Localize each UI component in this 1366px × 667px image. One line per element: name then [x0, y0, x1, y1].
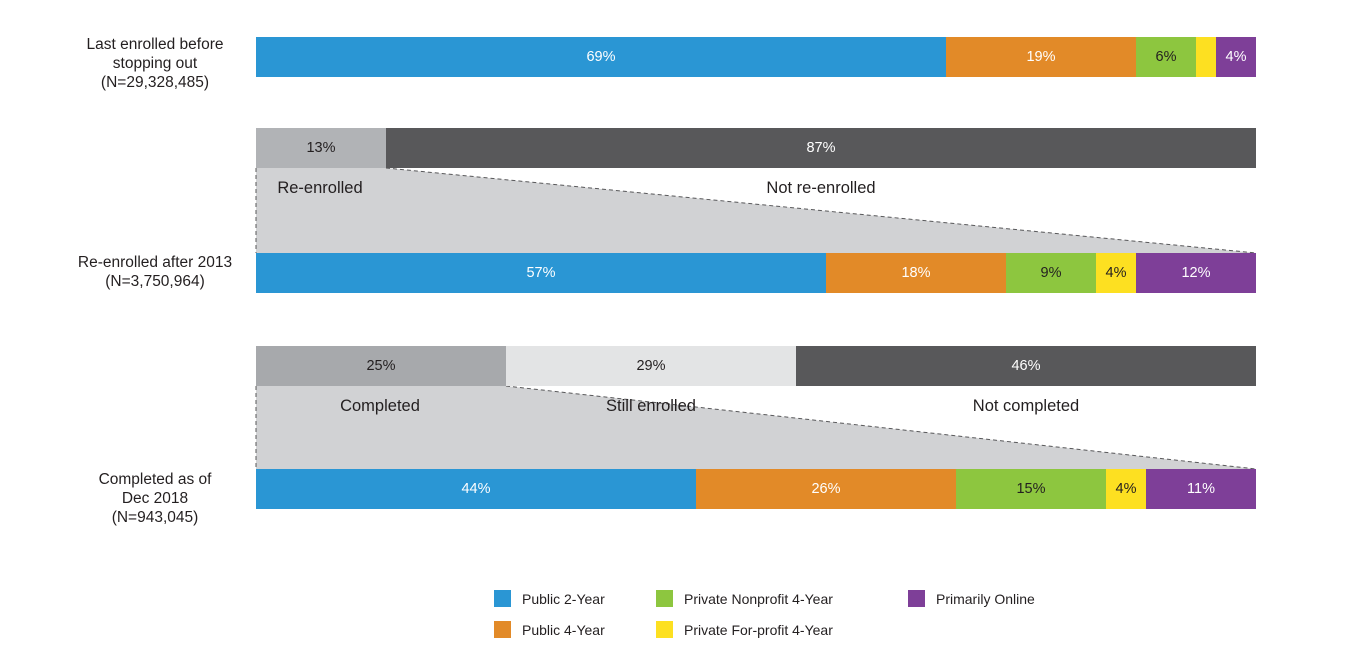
bar-value-label: 26% — [811, 481, 840, 497]
legend-label: Public 4-Year — [522, 622, 605, 638]
status-value-label: 87% — [806, 140, 835, 156]
legend-swatch — [494, 590, 511, 607]
row-label-line: Re-enrolled after 2013 — [77, 254, 233, 271]
bar-segment-primarily-online — [1146, 469, 1256, 509]
bar-value-label: 4% — [1226, 49, 1247, 65]
bar-value-label: 12% — [1181, 265, 1210, 281]
bar-segment-primarily-online — [1216, 37, 1256, 77]
status-value-label: 46% — [1011, 358, 1040, 374]
status-caption: Completed — [340, 397, 420, 415]
bar-segment-private-nonprofit-4-year — [1136, 37, 1196, 77]
bar-value-label: 18% — [901, 265, 930, 281]
legend-swatch — [656, 621, 673, 638]
status-caption: Still enrolled — [606, 397, 696, 415]
bar-segment-private-nonprofit-4-year — [1006, 253, 1096, 293]
status-caption: Re-enrolled — [277, 179, 362, 197]
bar-value-label: 57% — [526, 265, 555, 281]
legend-swatch — [656, 590, 673, 607]
status-segment-completed — [256, 346, 506, 386]
bar-value-label: 6% — [1156, 49, 1177, 65]
bar-segment-public-2-year — [256, 253, 826, 293]
legend-swatch — [908, 590, 925, 607]
bar-value-label: 4% — [1116, 481, 1137, 497]
status-value-label: 29% — [636, 358, 665, 374]
row-label-line: (N=29,328,485) — [100, 74, 210, 91]
row-label-line: Completed as of — [98, 471, 212, 488]
row-label-line: (N=943,045) — [111, 509, 199, 526]
status-caption: Not completed — [973, 397, 1079, 415]
legend-label: Private Nonprofit 4-Year — [684, 591, 833, 607]
bar-value-label: 4% — [1106, 265, 1127, 281]
row-label-completed: Completed as of Dec 2018 (N=943,045) — [55, 470, 255, 527]
legend-label: Public 2-Year — [522, 591, 605, 607]
funnel-diagonal-edge — [385, 167, 1257, 254]
bar-value-label: 69% — [586, 49, 615, 65]
bar-segment-public-2-year — [256, 469, 696, 509]
bar-segment-public-4-year — [696, 469, 956, 509]
legend-swatch — [494, 621, 511, 638]
status-value-label: 25% — [366, 358, 395, 374]
row-label-line: Last enrolled before — [86, 36, 224, 53]
bar-segment-public-4-year — [826, 253, 1006, 293]
bar-segment-private-nonprofit-4-year — [956, 469, 1106, 509]
legend-label: Private For-profit 4-Year — [684, 622, 833, 638]
bar-value-label: 15% — [1016, 481, 1045, 497]
funnel-shape — [256, 386, 1256, 469]
status-caption: Not re-enrolled — [766, 179, 875, 197]
bar-segment-private-for-profit-4-year — [1106, 469, 1146, 509]
bar-segment-private-for-profit-4-year — [1096, 253, 1136, 293]
bar-segment-private-for-profit-4-year — [1196, 37, 1216, 77]
row-label-line: (N=3,750,964) — [105, 273, 205, 290]
status-segment-not-re-enrolled — [386, 128, 1256, 168]
bar-segment-primarily-online — [1136, 253, 1256, 293]
status-segment-still-enrolled — [506, 346, 796, 386]
status-value-label: 13% — [306, 140, 335, 156]
bar-value-label: 11% — [1187, 481, 1215, 497]
legend-label: Primarily Online — [936, 591, 1035, 607]
row-label-line: Dec 2018 — [121, 490, 189, 507]
row-label-re-enrolled: Re-enrolled after 2013 (N=3,750,964) — [55, 253, 255, 291]
funnel-shape — [256, 168, 1256, 253]
row-label-last-enrolled: Last enrolled before stopping out (N=29,… — [55, 35, 255, 92]
bar-segment-public-2-year — [256, 37, 946, 77]
bar-value-label: 19% — [1026, 49, 1055, 65]
row-label-line: stopping out — [112, 55, 198, 72]
status-segment-not-completed — [796, 346, 1256, 386]
bar-value-label: 44% — [461, 481, 490, 497]
bar-value-label: 9% — [1041, 265, 1062, 281]
status-segment-re-enrolled — [256, 128, 386, 168]
bar-segment-public-4-year — [946, 37, 1136, 77]
